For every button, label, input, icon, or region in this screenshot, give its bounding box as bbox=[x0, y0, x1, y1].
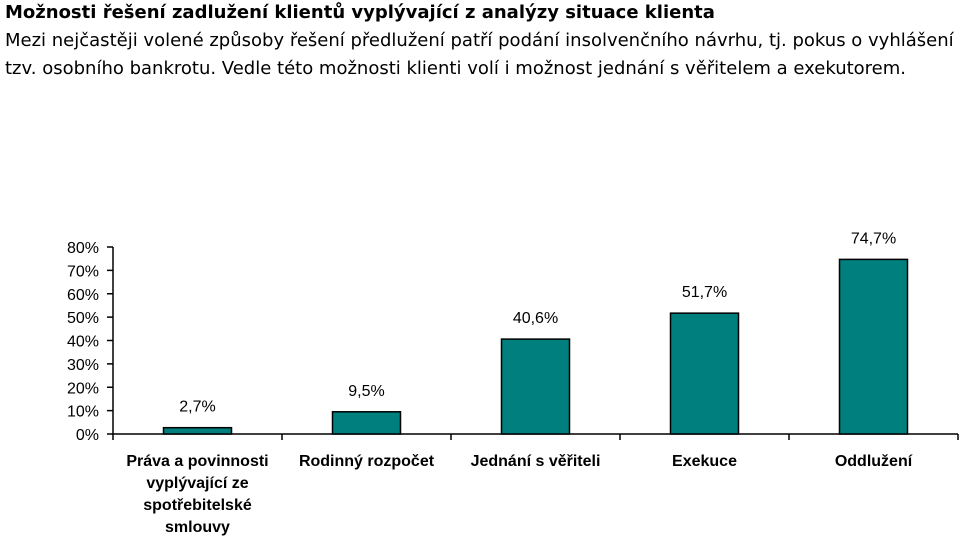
category-label: spotřebitelské bbox=[143, 497, 252, 514]
category-label: Exekuce bbox=[672, 453, 737, 470]
category-label: Oddlužení bbox=[835, 453, 913, 470]
bar bbox=[838, 258, 909, 435]
bar bbox=[162, 426, 233, 435]
intro-paragraph: Mezi nejčastěji volené způsoby řešení př… bbox=[5, 30, 954, 79]
category-label: Práva a povinnosti bbox=[126, 453, 268, 470]
category-label: vyplývající ze bbox=[146, 475, 248, 492]
y-tick-label: 60% bbox=[67, 287, 99, 304]
y-tick-label: 0% bbox=[76, 427, 99, 444]
bar bbox=[669, 312, 740, 435]
y-tick-label: 50% bbox=[67, 310, 99, 327]
data-label: 9,5% bbox=[348, 383, 384, 400]
y-tick-label: 70% bbox=[67, 263, 99, 280]
y-tick-label: 10% bbox=[67, 404, 99, 421]
data-label: 74,7% bbox=[851, 230, 896, 247]
category-label: Jednání s věřiteli bbox=[471, 453, 601, 470]
data-label: 51,7% bbox=[682, 284, 727, 301]
data-label: 40,6% bbox=[513, 310, 558, 327]
bar bbox=[500, 338, 571, 435]
category-label: smlouvy bbox=[165, 519, 230, 536]
y-tick-label: 30% bbox=[67, 357, 99, 374]
y-tick-label: 20% bbox=[67, 380, 99, 397]
bar bbox=[331, 411, 402, 435]
y-tick-label: 80% bbox=[67, 240, 99, 257]
category-label: Rodinný rozpočet bbox=[299, 453, 435, 470]
y-tick-label: 40% bbox=[67, 334, 99, 351]
page-title: Možnosti řešení zadlužení klientů vyplýv… bbox=[5, 2, 715, 23]
data-label: 2,7% bbox=[179, 399, 215, 416]
